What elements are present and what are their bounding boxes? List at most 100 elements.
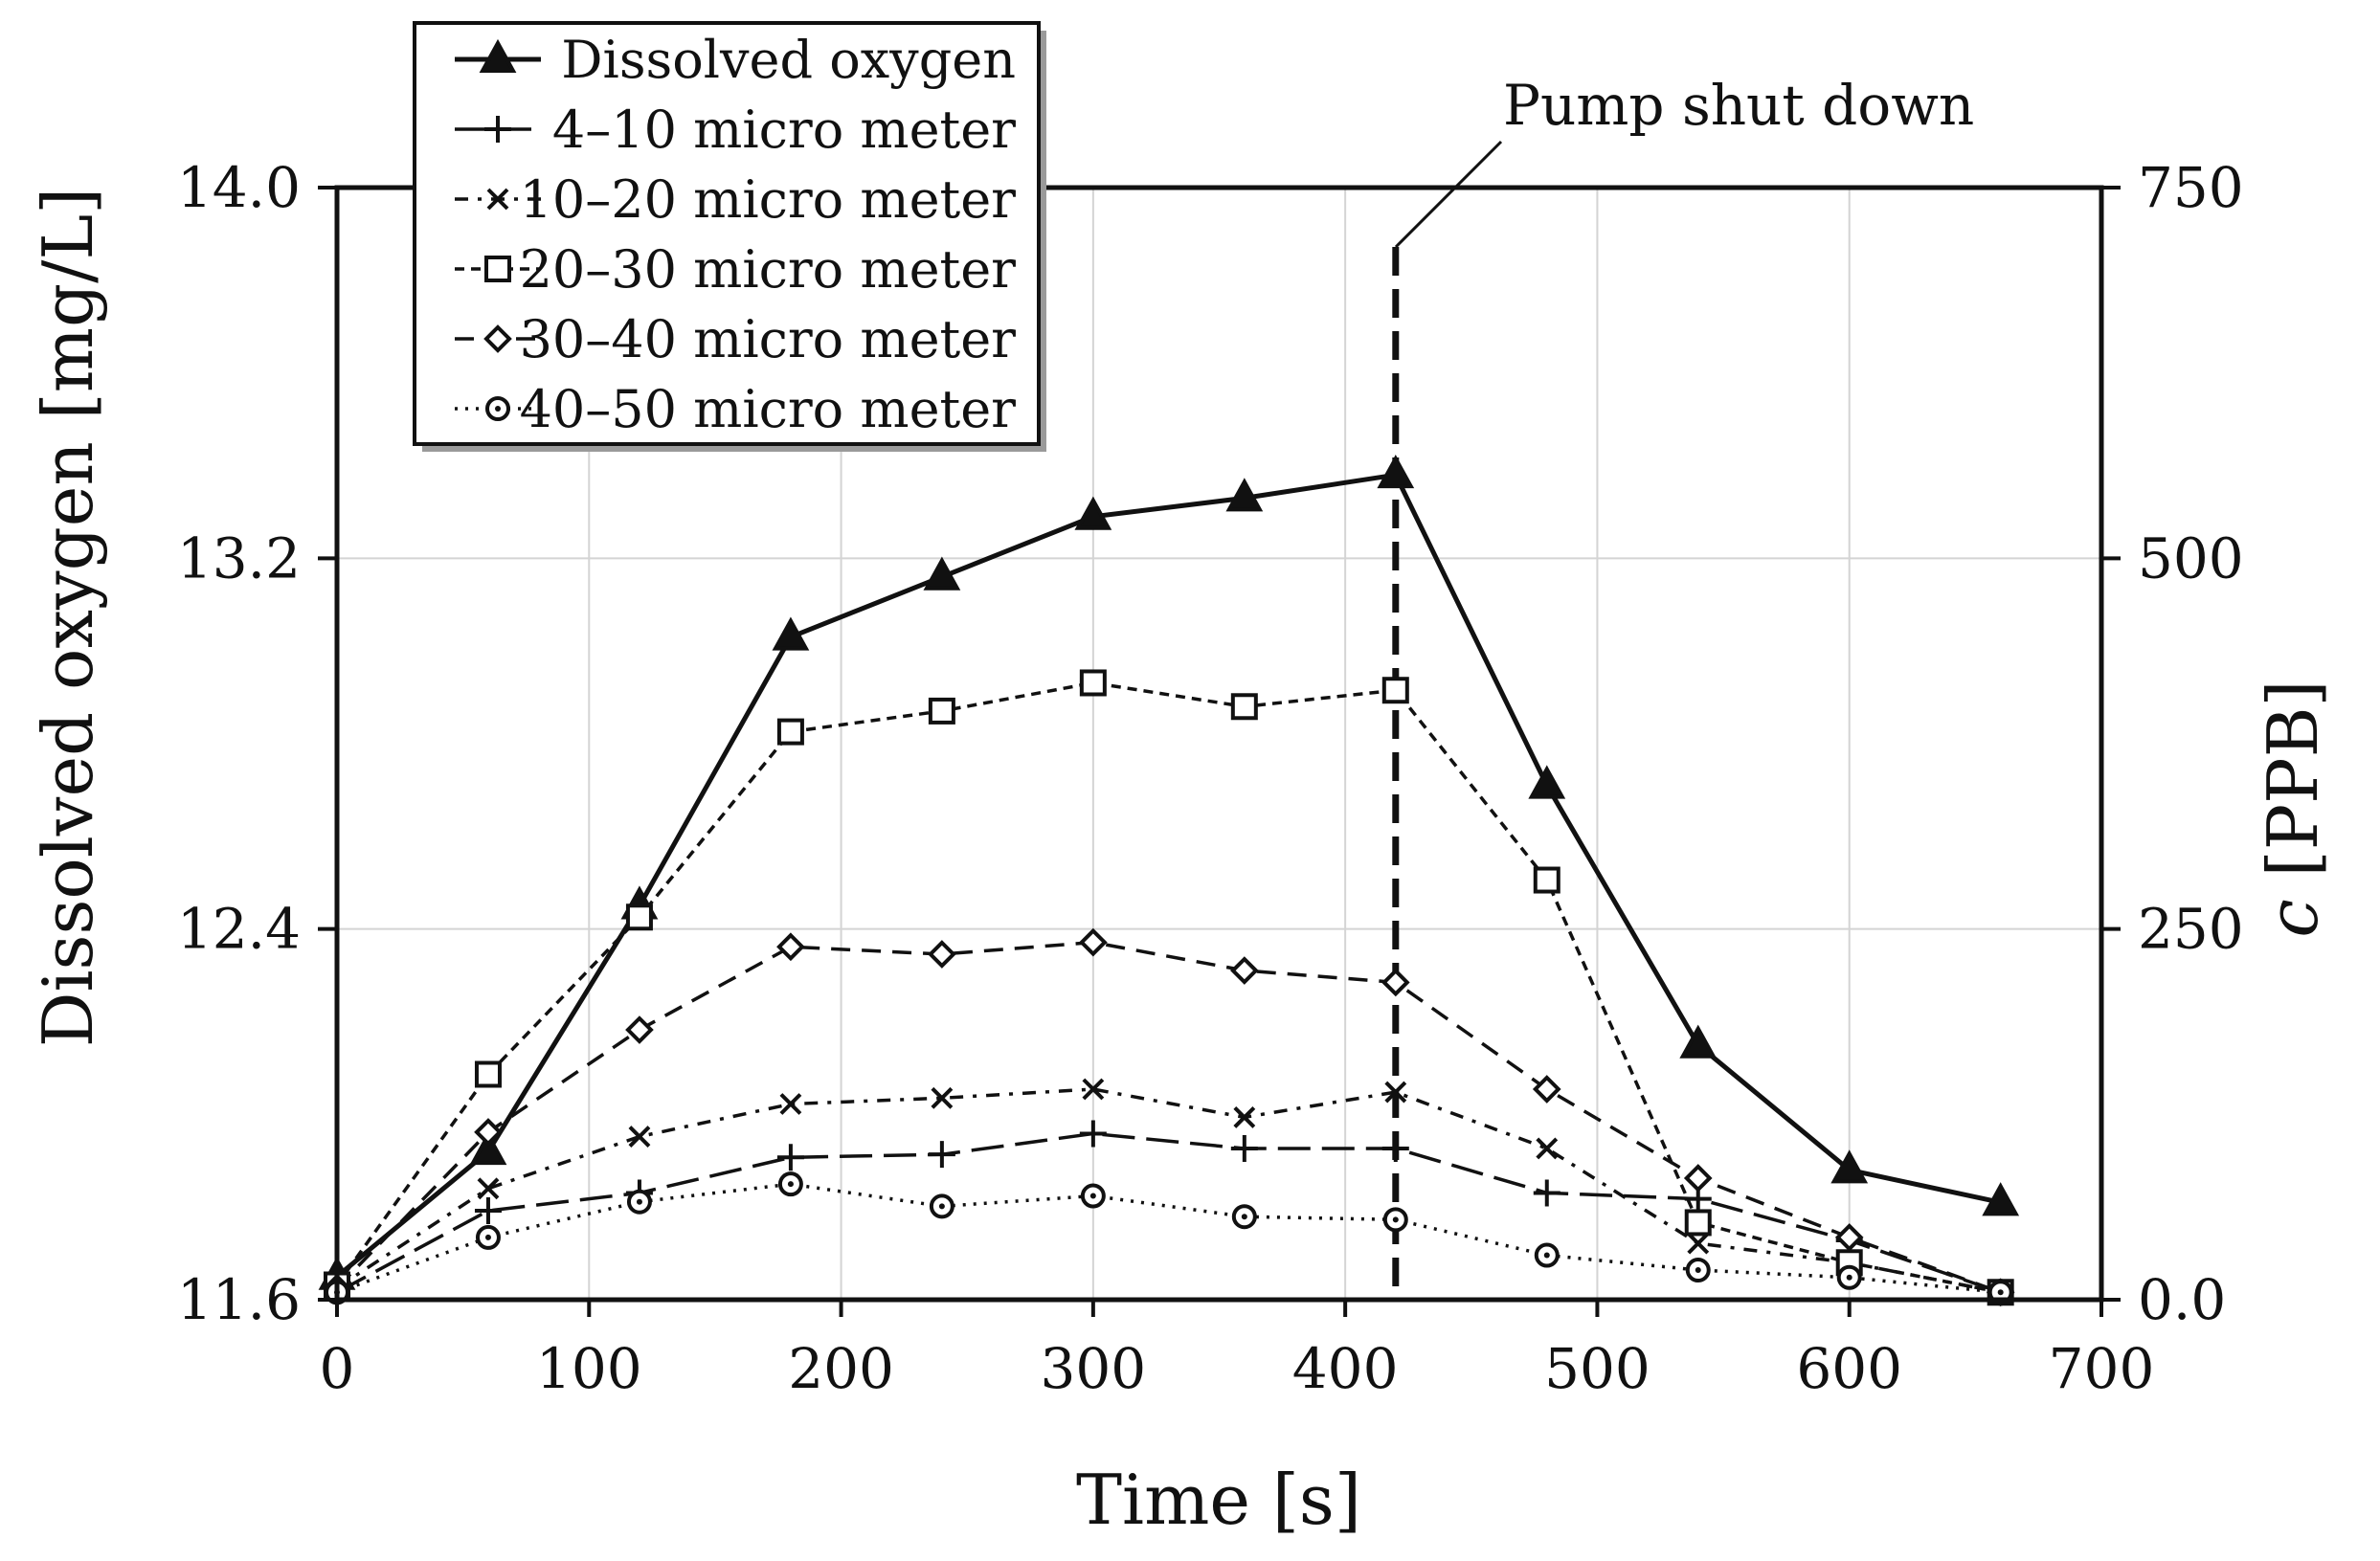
data-point-series-4: [1230, 693, 1258, 721]
data-point-series-2: [1230, 1134, 1258, 1162]
y-right-tick-label: 250: [2138, 897, 2244, 962]
data-point-series-2: [776, 1144, 804, 1171]
y-left-tick-label: 11.6: [177, 1267, 301, 1332]
legend-label-5: 30–40 micro meter: [520, 309, 1017, 369]
series-line-1: [335, 472, 2002, 1279]
data-point-series-4: [1533, 866, 1560, 894]
data-point-series-5: [1532, 1075, 1561, 1104]
data-point-series-3: [628, 1126, 651, 1148]
data-point-series-1: [1679, 1024, 1718, 1059]
y-right-tick-label: 500: [2138, 525, 2244, 591]
legend: Dissolved oxygen 4–10 micro meter 10–20 mi…: [413, 21, 1046, 452]
y-left-tick-label: 13.2: [177, 525, 301, 591]
axis-ticks: 0 100 200 300 400 500 600 700 11.6 12.4 13.2 14.0 0.…: [177, 155, 2244, 1401]
x-tick-label: 0: [320, 1336, 355, 1401]
data-point-series-5: [1834, 1223, 1864, 1252]
data-point-series-1: [1074, 496, 1112, 530]
x-tick-label: 300: [1040, 1336, 1146, 1401]
data-point-series-1: [469, 1130, 507, 1166]
data-point-series-6: [1534, 1242, 1560, 1268]
data-point-series-1: [772, 616, 810, 651]
pump-shutdown-annotation: Pump shut down: [1394, 73, 1974, 249]
data-point-series-2: [1079, 1120, 1107, 1148]
data-point-series-4: [928, 697, 955, 725]
data-point-series-5: [474, 1118, 503, 1147]
data-point-series-5: [776, 932, 805, 962]
series-line-4: [335, 680, 2002, 1295]
x-tick-label: 600: [1796, 1336, 1902, 1401]
data-point-series-5: [928, 940, 956, 969]
data-point-series-4: [625, 903, 653, 931]
legend-label-1: Dissolved oxygen: [561, 30, 1016, 90]
data-point-series-1: [1830, 1149, 1869, 1184]
y-right-axis-unit-text: [PPB]: [2253, 680, 2333, 877]
series-markers: [318, 455, 2020, 1307]
data-point-series-1: [1377, 455, 1415, 489]
data-point-series-4: [1381, 677, 1409, 704]
data-point-series-2: [928, 1141, 955, 1169]
x-tick-label: 200: [788, 1336, 894, 1401]
legend-box: [413, 21, 1041, 446]
series-line-2: [336, 1131, 2002, 1294]
annotation-text: Pump shut down: [1503, 73, 1974, 138]
y-left-tick-label: 14.0: [177, 155, 301, 220]
data-point-series-5: [1683, 1164, 1713, 1193]
data-point-series-1: [1225, 478, 1264, 512]
legend-marker-2: [484, 116, 511, 143]
data-point-series-6: [1080, 1183, 1106, 1209]
data-point-series-3: [1687, 1232, 1710, 1255]
data-point-series-5: [1079, 927, 1108, 957]
x-tick-label: 400: [1292, 1336, 1399, 1401]
series-line-3: [336, 1087, 2002, 1295]
data-point-series-6: [1685, 1258, 1711, 1283]
legend-marker-6: [485, 396, 510, 421]
data-point-series-3: [477, 1177, 500, 1200]
data-point-series-3: [931, 1086, 954, 1109]
data-point-series-3: [779, 1093, 802, 1115]
data-point-series-1: [1528, 765, 1566, 799]
x-tick-label: 700: [2049, 1336, 2155, 1401]
data-point-series-6: [626, 1189, 652, 1215]
series-lines: [335, 472, 2002, 1295]
data-point-series-6: [1231, 1204, 1257, 1230]
data-point-series-2: [474, 1197, 502, 1225]
annotation-leader: [1394, 140, 1503, 249]
x-tick-label: 500: [1544, 1336, 1650, 1401]
legend-label-3: 10–20 micro meter: [520, 169, 1017, 230]
data-point-series-6: [1836, 1264, 1862, 1290]
data-point-series-2: [1381, 1134, 1409, 1162]
y-right-axis-symbol: c: [2253, 899, 2333, 937]
legend-label-4: 20–30 micro meter: [520, 239, 1017, 300]
data-point-series-2: [1533, 1179, 1560, 1207]
data-point-series-3: [1233, 1106, 1256, 1128]
x-tick-label: 100: [536, 1336, 642, 1401]
data-point-series-6: [475, 1224, 501, 1250]
y-right-tick-label: 0.0: [2138, 1267, 2226, 1332]
x-axis-title: Time [s]: [1076, 1460, 1361, 1540]
legend-label-2: 4–10 micro meter: [552, 100, 1016, 160]
plot-frame: [334, 185, 2104, 1303]
data-point-series-4: [1079, 669, 1107, 697]
y-left-axis-title: Dissolved oxygen [mg/L]: [28, 188, 108, 1048]
data-point-series-6: [929, 1193, 954, 1219]
data-point-series-3: [1082, 1078, 1105, 1101]
data-point-series-4: [1684, 1209, 1712, 1237]
data-point-series-1: [1982, 1182, 2020, 1216]
data-point-series-1: [923, 556, 961, 591]
series-line-5: [335, 940, 2002, 1294]
data-point-series-6: [777, 1171, 803, 1197]
data-point-series-4: [776, 718, 804, 746]
data-point-series-5: [625, 1015, 654, 1044]
data-point-series-4: [474, 1060, 502, 1088]
legend-marker-3: [486, 188, 509, 211]
legend-marker-1: [479, 38, 517, 73]
data-point-series-3: [1536, 1137, 1559, 1160]
data-point-series-5: [1230, 956, 1259, 985]
data-point-series-3: [1384, 1081, 1407, 1104]
data-point-series-5: [1381, 968, 1410, 997]
y-right-tick-label: 750: [2138, 155, 2244, 220]
legend-marker-5: [483, 324, 512, 353]
legend-label-6: 40–50 micro meter: [520, 379, 1017, 439]
data-point-series-6: [1382, 1207, 1408, 1233]
